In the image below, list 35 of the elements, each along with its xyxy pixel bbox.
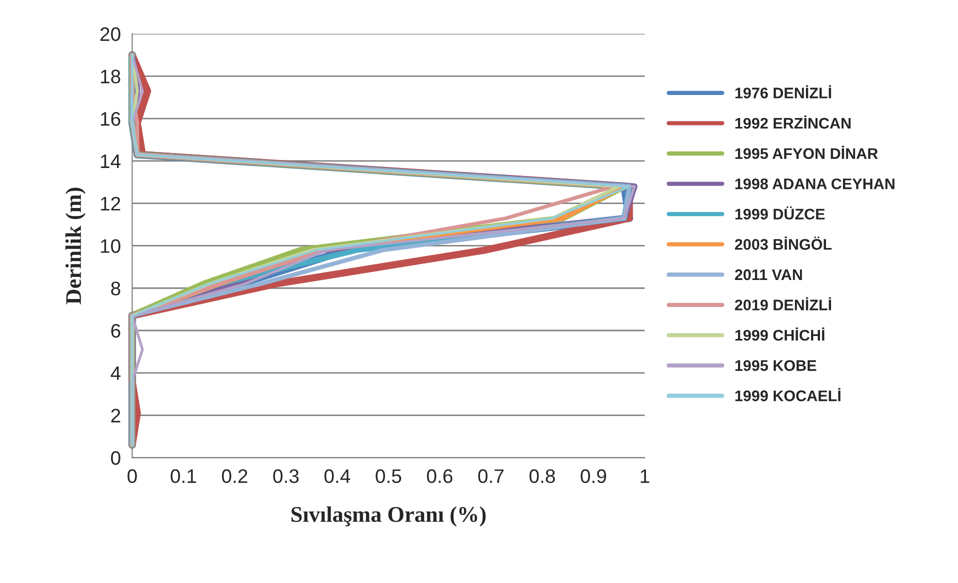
- x-tick-label: 1: [640, 469, 650, 483]
- legend-label: 2003 BİNGÖL: [734, 236, 832, 250]
- x-tick-label: 0.6: [426, 469, 452, 484]
- x-tick-label: 0.9: [580, 469, 606, 484]
- y-tick-label: 10: [100, 239, 120, 253]
- x-tick-label: 0.3: [273, 469, 299, 484]
- y-tick-label: 6: [111, 324, 120, 338]
- y-tick-label: 8: [111, 282, 120, 296]
- x-tick-label: 0.2: [222, 469, 248, 484]
- legend-label: 1992 ERZİNCAN: [735, 115, 851, 129]
- y-tick-label: 12: [100, 196, 120, 210]
- y-tick-label: 20: [100, 27, 120, 42]
- legend-label: 1998 ADANA CEYHAN: [735, 178, 894, 190]
- x-tick-label: 0.4: [324, 469, 350, 484]
- x-tick-label: 0.5: [376, 469, 402, 484]
- x-tick-label: 0: [128, 469, 137, 484]
- x-tick-label: 0.1: [170, 469, 196, 484]
- y-tick-label: 16: [100, 112, 120, 126]
- y-tick-label: 14: [100, 154, 121, 168]
- y-tick-label: 18: [100, 70, 120, 84]
- x-tick-label: 0.8: [529, 469, 555, 484]
- legend-label: 1999 DÜZCE: [735, 206, 825, 220]
- x-tick-label: 0.7: [478, 469, 504, 484]
- legend-label: 1999 KOCAELİ: [735, 388, 840, 402]
- y-tick-label: 2: [111, 408, 120, 422]
- legend-label: 2011 VAN: [734, 269, 802, 280]
- legend-label: 2019 DENİZLİ: [734, 297, 832, 310]
- x-axis-title: Sıvılaşma Oranı (%): [292, 506, 486, 526]
- legend-label: 1995 AFYON DİNAR: [735, 146, 878, 159]
- legend-label: 1999 CHİCHİ: [735, 327, 824, 341]
- y-tick-label: 0: [111, 451, 120, 465]
- legend-label: 1995 KOBE: [735, 360, 816, 371]
- y-tick-label: 4: [110, 366, 121, 380]
- y-axis-title: Derinlik (m): [65, 188, 86, 304]
- legend-label: 1976 DENİZLİ: [735, 85, 832, 98]
